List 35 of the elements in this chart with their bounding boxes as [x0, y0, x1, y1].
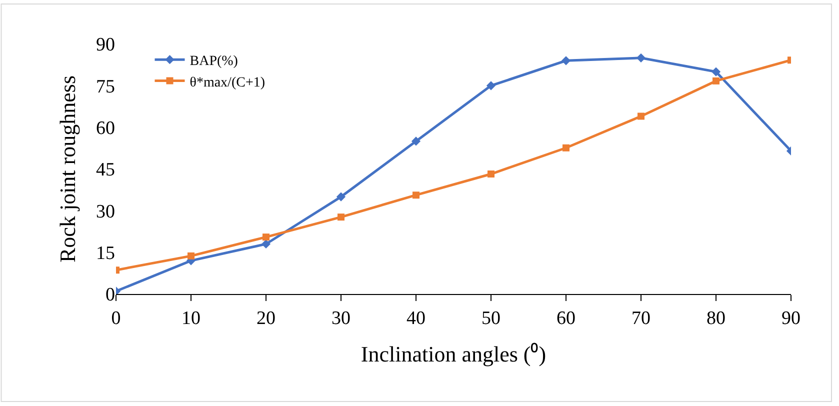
point [636, 53, 646, 62]
y-tick-label: 90 [96, 34, 115, 56]
x-axis-title: Inclination angles (⁰) [360, 342, 546, 367]
point [561, 56, 571, 66]
point [638, 112, 644, 120]
point [411, 136, 421, 146]
x-tick-label: 20 [256, 308, 276, 329]
x-tick-label: 40 [406, 308, 426, 329]
x-tick-label: 50 [482, 308, 500, 329]
legend-label: θ*max/(C+1) [190, 75, 266, 90]
point [711, 67, 721, 76]
x-tick-label: 80 [706, 308, 726, 329]
point [261, 239, 271, 249]
x-tick-label: 60 [556, 308, 576, 329]
point [712, 77, 720, 84]
y-tick-label: 75 [96, 76, 115, 98]
x-tick-label: 90 [782, 308, 800, 329]
point [488, 170, 494, 178]
y-tick-label: 15 [96, 242, 115, 264]
x-tick-label: 70 [632, 308, 650, 329]
legend-label: BAP(%) [190, 54, 238, 70]
y-axis-title: Rock joint roughness [54, 76, 80, 262]
y-tick-label: 60 [96, 118, 115, 139]
point [188, 252, 194, 260]
point [562, 144, 570, 152]
y-tick-label: 45 [96, 160, 115, 181]
point [336, 192, 346, 202]
point [412, 192, 420, 199]
x-tick-label: 10 [182, 308, 200, 329]
point [338, 214, 344, 221]
x-tick-label: 30 [332, 308, 350, 329]
point [486, 81, 496, 90]
y-tick-label: 0 [106, 284, 115, 306]
point [262, 234, 270, 241]
y-tick-label: 30 [96, 201, 115, 222]
